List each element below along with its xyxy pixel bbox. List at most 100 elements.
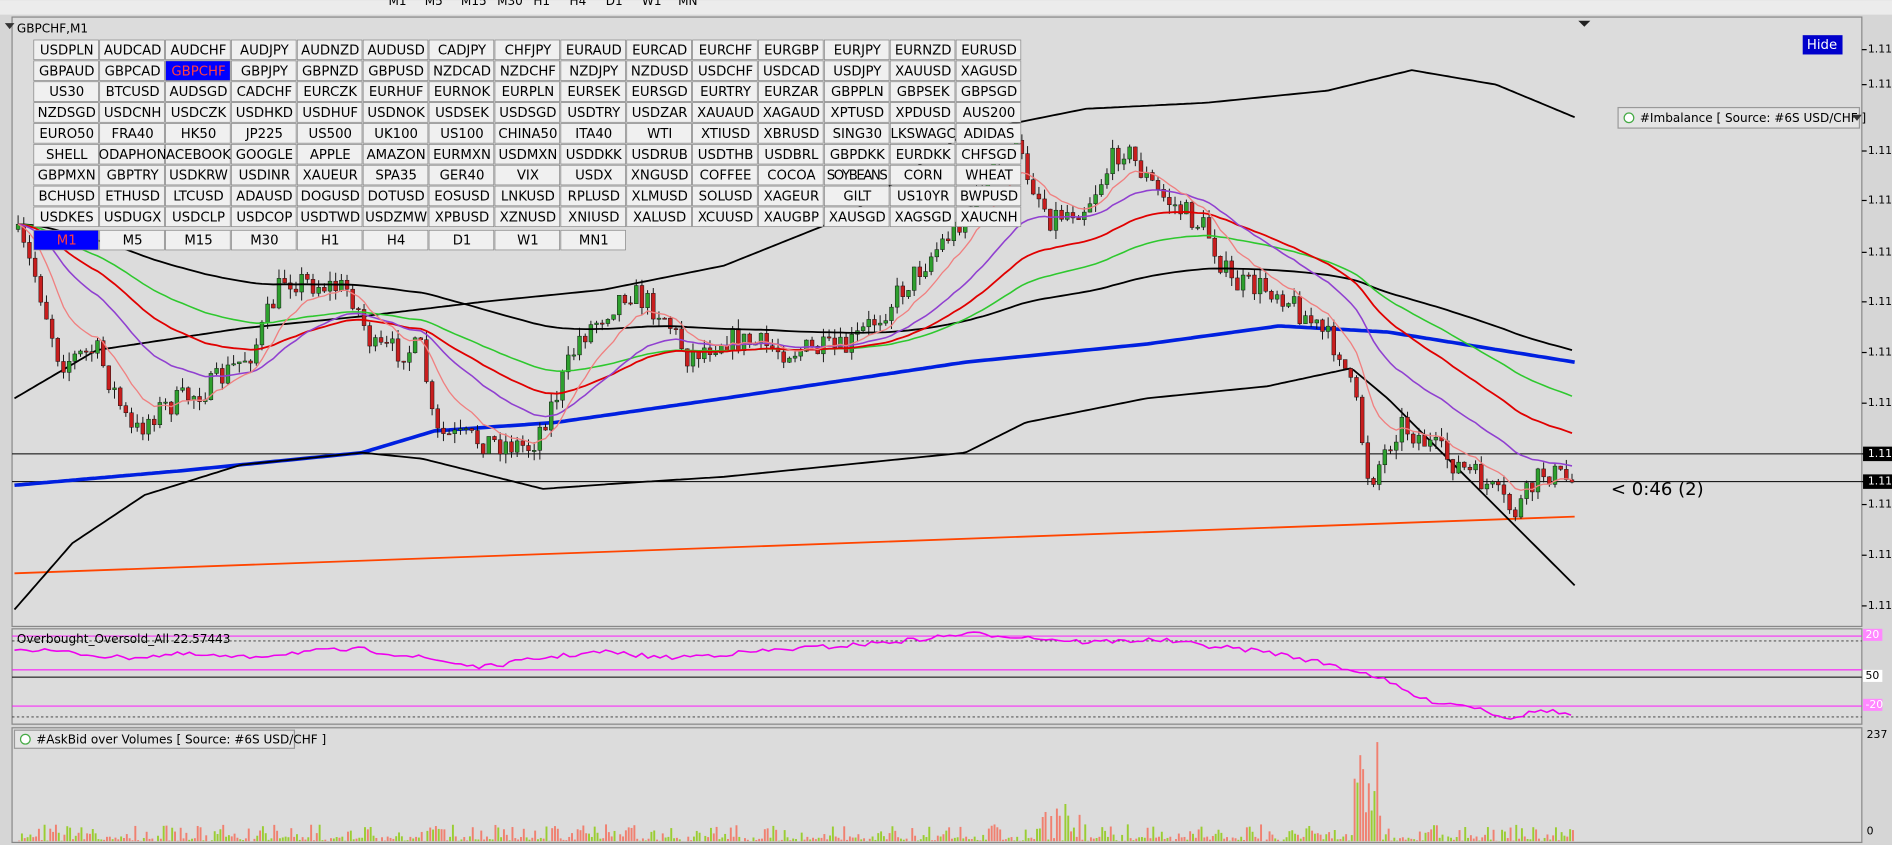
- symbol-label[interactable]: WHEAT: [965, 169, 1014, 184]
- symbol-label[interactable]: LKSWAGC: [891, 127, 956, 142]
- symbol-label[interactable]: GER40: [440, 169, 485, 184]
- symbol-label[interactable]: SING30: [833, 127, 882, 142]
- symbol-label[interactable]: NZDUSD: [631, 64, 689, 79]
- symbol-label[interactable]: AUDNZD: [301, 43, 359, 58]
- symbol-button[interactable]: [758, 123, 824, 144]
- symbol-button[interactable]: [99, 144, 165, 165]
- symbol-label[interactable]: LNKUSD: [501, 190, 555, 205]
- symbol-label[interactable]: GBPTRY: [107, 169, 160, 184]
- symbol-button[interactable]: [824, 206, 890, 228]
- symbol-label[interactable]: NZDCAD: [433, 64, 491, 79]
- symbol-label[interactable]: US100: [440, 127, 483, 142]
- symbol-label[interactable]: US30: [49, 85, 84, 100]
- symbol-button[interactable]: [824, 81, 890, 102]
- symbol-button[interactable]: [231, 102, 297, 123]
- symbol-button[interactable]: [889, 164, 956, 186]
- symbol-button[interactable]: [889, 60, 956, 81]
- symbol-label[interactable]: DOTUSD: [368, 190, 425, 205]
- symbol-button[interactable]: [955, 123, 1022, 144]
- symbol-button[interactable]: [165, 81, 231, 102]
- symbol-button[interactable]: [33, 81, 99, 102]
- symbol-label[interactable]: USDHUF: [302, 106, 358, 121]
- symbol-button[interactable]: [428, 206, 495, 228]
- symbol-label[interactable]: BCHUSD: [39, 190, 95, 205]
- symbol-label[interactable]: EURCAD: [632, 43, 687, 58]
- symbol-button[interactable]: [955, 164, 1022, 186]
- symbol-label[interactable]: CHFJPY: [505, 43, 552, 58]
- symbol-button[interactable]: [33, 185, 99, 207]
- symbol-label[interactable]: GBPDKK: [830, 148, 885, 163]
- symbol-label[interactable]: NZDCHF: [500, 64, 556, 79]
- symbol-button[interactable]: [758, 206, 824, 228]
- symbol-label[interactable]: AUDCHF: [171, 43, 227, 58]
- symbol-button[interactable]: [165, 102, 231, 123]
- symbol-label[interactable]: EURHUF: [369, 85, 424, 100]
- symbol-button[interactable]: [955, 206, 1022, 228]
- symbol-button[interactable]: [824, 185, 890, 207]
- symbol-label[interactable]: AUDJPY: [240, 43, 290, 58]
- toolbar-timeframe[interactable]: W1: [642, 0, 662, 8]
- symbol-label[interactable]: EURZAR: [764, 85, 819, 100]
- symbol-label[interactable]: USDSEK: [435, 106, 489, 121]
- symbol-button[interactable]: [362, 123, 429, 144]
- symbol-label[interactable]: USDBRL: [764, 148, 819, 163]
- symbol-button[interactable]: [165, 144, 231, 165]
- symbol-label[interactable]: USDJPY: [833, 64, 882, 79]
- symbol-label[interactable]: XPDUSD: [895, 106, 951, 121]
- symbol-label[interactable]: GBPAUD: [39, 64, 95, 79]
- timeframe-label[interactable]: H1: [321, 234, 339, 249]
- symbol-button[interactable]: [824, 102, 890, 123]
- symbol-button[interactable]: [560, 60, 626, 81]
- symbol-button[interactable]: [33, 123, 99, 144]
- symbol-label[interactable]: VIX: [517, 169, 539, 184]
- symbol-label[interactable]: AUDCAD: [104, 43, 162, 58]
- symbol-button[interactable]: [362, 144, 429, 165]
- symbol-button[interactable]: [296, 102, 363, 123]
- symbol-button[interactable]: [494, 164, 560, 186]
- symbol-button[interactable]: [824, 144, 890, 165]
- symbol-label[interactable]: AUS200: [963, 106, 1016, 121]
- symbol-button[interactable]: [296, 39, 363, 61]
- symbol-button[interactable]: [626, 60, 692, 81]
- symbol-label[interactable]: XAGEUR: [764, 190, 820, 205]
- symbol-label[interactable]: XCUUSD: [698, 210, 753, 225]
- toolbar-timeframe[interactable]: MN: [678, 0, 697, 8]
- timeframe-button[interactable]: [428, 229, 495, 251]
- symbol-label[interactable]: GOOGLE: [236, 148, 293, 163]
- symbol-label[interactable]: GBPCHF: [171, 64, 225, 79]
- symbol-label[interactable]: USDCHF: [698, 64, 753, 79]
- symbol-button[interactable]: [165, 206, 231, 228]
- symbol-button[interactable]: [692, 185, 758, 207]
- symbol-button[interactable]: [33, 206, 99, 228]
- symbol-button[interactable]: [99, 185, 165, 207]
- toolbar-timeframe[interactable]: H1: [533, 0, 550, 8]
- symbol-button[interactable]: [626, 102, 692, 123]
- symbol-button[interactable]: [296, 144, 363, 165]
- symbol-label[interactable]: USDZAR: [632, 106, 688, 121]
- symbol-label[interactable]: USDSGD: [499, 106, 556, 121]
- symbol-button[interactable]: [165, 164, 231, 186]
- symbol-label[interactable]: USDRUB: [631, 148, 687, 163]
- symbol-label[interactable]: CHINA50: [498, 127, 557, 142]
- symbol-button[interactable]: [494, 102, 560, 123]
- symbol-label[interactable]: USDCLP: [172, 210, 225, 225]
- symbol-button[interactable]: [692, 60, 758, 81]
- symbol-label[interactable]: AUDUSD: [367, 43, 424, 58]
- symbol-label[interactable]: SPA35: [375, 169, 417, 184]
- symbol-label[interactable]: GBPNZD: [302, 64, 359, 79]
- symbol-button[interactable]: [362, 81, 429, 102]
- symbol-button[interactable]: [362, 39, 429, 61]
- symbol-button[interactable]: [889, 81, 956, 102]
- symbol-button[interactable]: [231, 164, 297, 186]
- symbol-label[interactable]: NZDSGD: [38, 106, 96, 121]
- symbol-button[interactable]: [626, 39, 692, 61]
- symbol-button[interactable]: [692, 206, 758, 228]
- symbol-button[interactable]: [362, 185, 429, 207]
- symbol-label[interactable]: ACEBOOK: [166, 148, 231, 163]
- symbol-label[interactable]: EURSGD: [632, 85, 688, 100]
- symbol-label[interactable]: CADCHF: [237, 85, 292, 100]
- symbol-button[interactable]: [560, 206, 626, 228]
- symbol-label[interactable]: FRA40: [111, 127, 153, 142]
- indicator-label[interactable]: #Imbalance [ Source: #6S USD/CHF ]: [1640, 111, 1866, 125]
- symbol-label[interactable]: GBPJPY: [241, 64, 289, 79]
